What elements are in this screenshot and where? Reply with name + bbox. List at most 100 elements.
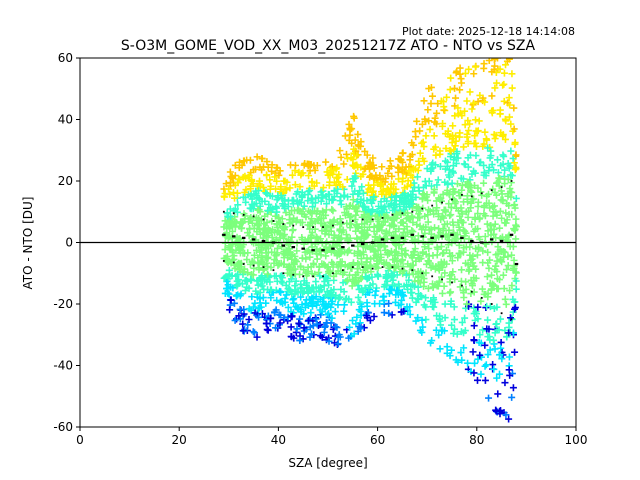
scatter-point bbox=[424, 218, 432, 226]
scatter-point bbox=[450, 316, 458, 324]
scatter-point bbox=[256, 182, 264, 190]
scatter-point bbox=[339, 226, 347, 234]
scatter-point bbox=[377, 204, 385, 212]
scatter-point bbox=[353, 313, 361, 321]
series-point bbox=[381, 217, 384, 219]
series-point bbox=[242, 213, 245, 216]
series-point bbox=[390, 236, 395, 239]
scatter-point bbox=[449, 195, 457, 203]
scatter-point bbox=[402, 251, 410, 259]
scatter-point bbox=[304, 207, 312, 215]
series-point bbox=[461, 284, 463, 287]
scatter-point bbox=[357, 233, 365, 241]
scatter-point bbox=[290, 299, 298, 307]
scatter-point bbox=[354, 190, 362, 198]
x-tick-label: 40 bbox=[271, 433, 286, 447]
scatter-point bbox=[486, 256, 494, 264]
scatter-point bbox=[443, 349, 451, 357]
scatter-point bbox=[474, 355, 482, 363]
scatter-point bbox=[509, 154, 517, 162]
scatter-point bbox=[271, 173, 279, 181]
scatter-point bbox=[349, 196, 357, 204]
series-point bbox=[281, 244, 286, 247]
scatter-point bbox=[390, 215, 398, 223]
scatter-point bbox=[271, 212, 279, 220]
scatter-point bbox=[231, 172, 239, 180]
scatter-point bbox=[442, 246, 450, 254]
y-tick-label: -20 bbox=[53, 297, 73, 311]
scatter-point bbox=[467, 290, 475, 298]
scatter-point bbox=[482, 361, 490, 369]
scatter-point bbox=[467, 256, 475, 264]
scatter-point bbox=[308, 195, 316, 203]
scatter-point bbox=[430, 303, 438, 311]
scatter-point bbox=[244, 269, 252, 277]
scatter-point bbox=[305, 316, 313, 324]
scatter-point bbox=[354, 259, 362, 267]
scatter-point bbox=[472, 116, 480, 124]
scatter-point bbox=[502, 61, 510, 69]
scatter-point bbox=[503, 199, 511, 207]
chart-title: S-O3M_GOME_VOD_XX_M03_20251217Z ATO - NT… bbox=[121, 38, 536, 54]
series-point bbox=[490, 189, 493, 192]
scatter-point bbox=[497, 256, 505, 264]
scatter-point bbox=[441, 269, 449, 277]
scatter-point bbox=[242, 174, 250, 182]
scatter-point bbox=[505, 94, 513, 102]
scatter-point bbox=[415, 187, 423, 195]
scatter-point bbox=[394, 168, 402, 176]
series-point bbox=[500, 312, 503, 315]
scatter-point bbox=[320, 328, 328, 336]
scatter-point bbox=[456, 70, 464, 78]
scatter-point bbox=[461, 107, 469, 115]
scatter-point bbox=[358, 220, 366, 228]
scatter-point bbox=[481, 98, 489, 106]
scatter-point bbox=[428, 92, 436, 100]
series-point bbox=[510, 180, 513, 182]
scatter-point bbox=[244, 249, 252, 257]
series-point bbox=[242, 263, 245, 265]
scatter-point bbox=[491, 329, 499, 337]
scatter-point bbox=[507, 314, 515, 322]
scatter-point bbox=[333, 261, 341, 269]
scatter-point bbox=[456, 129, 464, 137]
scatter-point bbox=[395, 280, 403, 288]
scatter-point bbox=[487, 231, 495, 239]
scatter-point bbox=[374, 215, 382, 223]
scatter-point bbox=[333, 174, 341, 182]
scatter-point bbox=[361, 284, 369, 292]
scatter-point bbox=[500, 285, 508, 293]
scatter-point bbox=[361, 213, 369, 221]
scatter-point bbox=[243, 256, 251, 264]
scatter-point bbox=[510, 125, 518, 133]
scatter-point bbox=[233, 282, 241, 290]
scatter-point bbox=[337, 234, 345, 242]
series-point bbox=[514, 262, 519, 266]
scatter-point bbox=[451, 142, 459, 150]
scatter-point bbox=[347, 298, 355, 306]
scatter-point bbox=[265, 273, 273, 281]
scatter-point bbox=[393, 271, 401, 279]
scatter-point bbox=[506, 242, 514, 250]
scatter-point bbox=[386, 285, 394, 293]
scatter-point bbox=[235, 312, 243, 320]
scatter-point bbox=[313, 179, 321, 187]
scatter-point bbox=[222, 285, 230, 293]
scatter-point bbox=[495, 174, 503, 182]
scatter-point bbox=[396, 155, 404, 163]
series-point bbox=[341, 221, 344, 224]
scatter-point bbox=[501, 115, 509, 123]
scatter-point bbox=[345, 210, 353, 218]
scatter-point bbox=[456, 86, 464, 94]
scatter-point bbox=[346, 131, 354, 139]
scatter-point bbox=[263, 278, 271, 286]
scatter-point bbox=[442, 144, 450, 152]
scatter-point bbox=[398, 288, 406, 296]
scatter-point bbox=[444, 127, 452, 135]
scatter-point bbox=[242, 198, 250, 206]
scatter-point bbox=[416, 149, 424, 157]
scatter-point bbox=[279, 224, 287, 232]
scatter-point bbox=[238, 161, 246, 169]
series-point bbox=[420, 235, 424, 238]
scatter-point bbox=[415, 161, 423, 169]
